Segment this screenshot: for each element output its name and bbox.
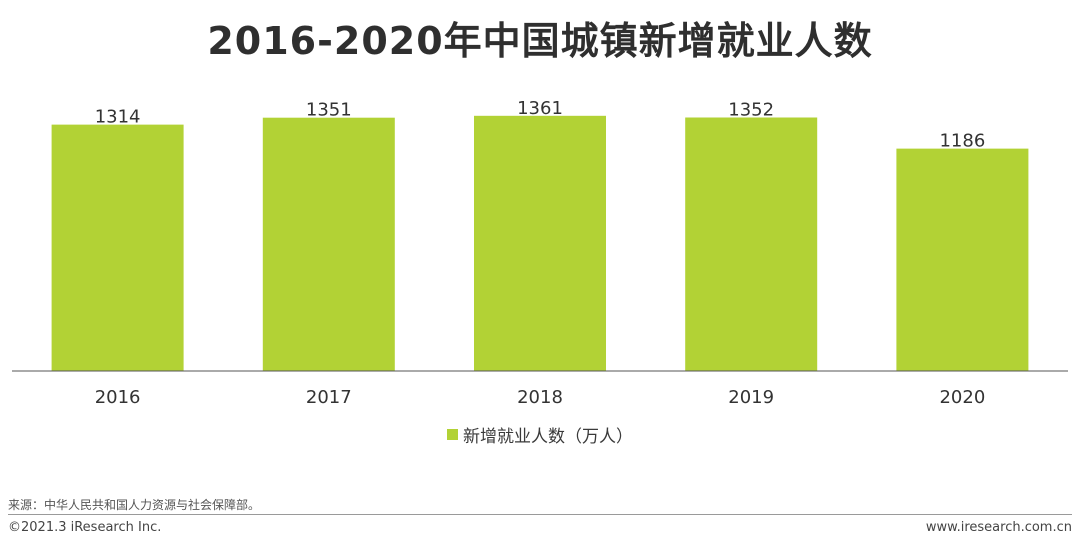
value-labels-group: 1314 1351 1361 1352 1186 [95, 98, 986, 152]
bar-2019 [685, 117, 818, 371]
legend-swatch [447, 429, 458, 440]
bar-2016 [51, 124, 184, 371]
bar-2020 [896, 148, 1029, 371]
x-tick-2017: 2017 [306, 387, 352, 408]
value-label-2016: 1314 [95, 107, 141, 128]
bars-group [51, 115, 1029, 371]
x-tick-labels-group: 2016 2017 2018 2019 2020 [95, 387, 986, 408]
bar-chart: 1314 1351 1361 1352 1186 2016 2017 2018 2019 202… [12, 98, 1068, 408]
source-note: 来源：中华人民共和国人力资源与社会保障部。 [8, 498, 261, 512]
copyright-text: ©2021.3 iResearch Inc. [8, 520, 162, 535]
value-label-2019: 1352 [728, 100, 774, 121]
x-tick-2018: 2018 [517, 387, 563, 408]
bar-2018 [474, 115, 606, 371]
legend-label: 新增就业人数（万人） [463, 427, 633, 447]
value-label-2020: 1186 [939, 131, 985, 152]
x-tick-2019: 2019 [728, 387, 774, 408]
website-text: www.iresearch.com.cn [925, 520, 1072, 535]
chart-title: 2016-2020年中国城镇新增就业人数 [207, 19, 873, 63]
value-label-2018: 1361 [517, 98, 563, 119]
x-tick-2016: 2016 [95, 387, 141, 408]
x-tick-2020: 2020 [939, 387, 985, 408]
legend: 新增就业人数（万人） [0, 422, 1080, 447]
footer-divider [8, 514, 1072, 515]
value-label-2017: 1351 [306, 100, 352, 121]
bar-2017 [262, 117, 395, 371]
